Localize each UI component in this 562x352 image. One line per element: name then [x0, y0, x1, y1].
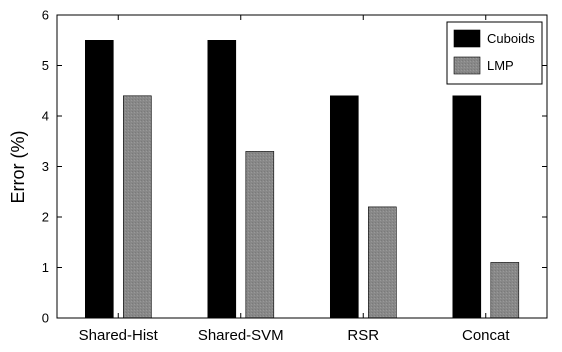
- bars-layer: [85, 39, 520, 319]
- y-tick-label: 4: [42, 109, 49, 124]
- y-tick-label: 3: [42, 159, 49, 174]
- y-tick-label: 2: [42, 210, 49, 225]
- bar-cuboids-shared-hist: [85, 39, 114, 319]
- legend-swatch-lmp: [453, 56, 481, 75]
- y-tick-label: 1: [42, 260, 49, 275]
- y-tick-label: 6: [42, 8, 49, 23]
- legend-label-cuboids: Cuboids: [487, 31, 535, 46]
- legend-swatch-cuboids: [453, 29, 481, 48]
- bar-cuboids-concat: [452, 95, 482, 319]
- bar-lmp-rsr: [367, 206, 397, 319]
- bar-cuboids-shared-svm: [207, 39, 237, 319]
- x-tick-label: RSR: [347, 327, 379, 344]
- bar-lmp-concat: [490, 262, 520, 319]
- bar-lmp-shared-hist: [123, 95, 152, 319]
- y-axis-label: Error (%): [8, 131, 28, 204]
- legend-label-lmp: LMP: [487, 58, 514, 73]
- ticks-layer: Shared-Hist Shared-SVM RSR Concat 0 1 2 3 4 5 6: [42, 8, 547, 344]
- x-tick-label: Concat: [462, 327, 510, 344]
- bar-lmp-shared-svm: [245, 151, 275, 319]
- y-tick-label: 5: [42, 58, 49, 73]
- y-tick-label: 0: [42, 311, 49, 326]
- x-tick-label: Shared-Hist: [79, 327, 159, 344]
- legend: Cuboids LMP: [446, 21, 543, 85]
- bar-cuboids-rsr: [329, 95, 359, 319]
- x-tick-label: Shared-SVM: [198, 327, 284, 344]
